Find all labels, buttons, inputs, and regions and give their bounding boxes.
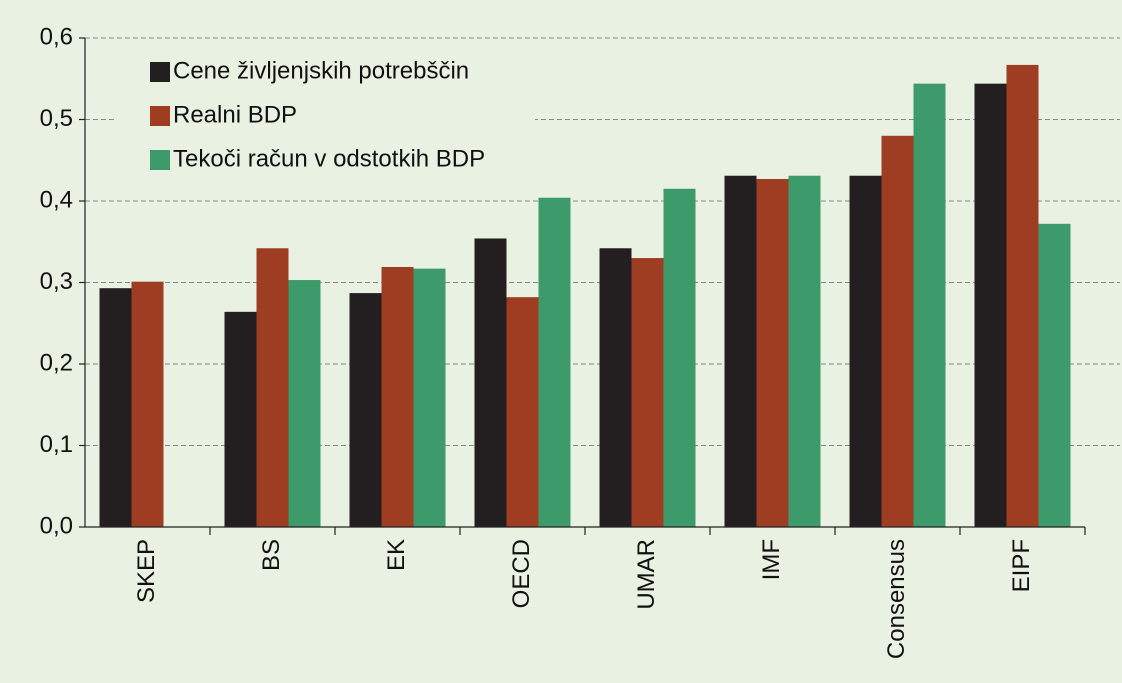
bar xyxy=(474,238,507,528)
y-tick-label: 0,0 xyxy=(40,512,73,539)
bar xyxy=(224,311,257,527)
bar xyxy=(1006,64,1039,528)
bar xyxy=(849,175,882,528)
bar xyxy=(538,197,571,528)
y-tick-label: 0,4 xyxy=(40,186,73,213)
x-tick-label: BS xyxy=(258,539,285,571)
bar xyxy=(631,258,664,527)
y-tick-label: 0,3 xyxy=(40,268,73,295)
bar xyxy=(131,281,164,527)
legend-swatch xyxy=(150,62,170,82)
x-tick-label: SKEP xyxy=(133,539,160,603)
bar xyxy=(99,288,132,527)
bar xyxy=(756,178,789,527)
legend-label: Realni BDP xyxy=(173,101,297,128)
bar xyxy=(974,83,1007,527)
x-tick-label: OECD xyxy=(508,539,535,608)
y-tick-label: 0,2 xyxy=(40,349,73,376)
bar xyxy=(724,175,757,528)
bar xyxy=(349,293,382,527)
x-tick-label: EIPF xyxy=(1008,539,1035,592)
bar xyxy=(788,175,821,528)
bar xyxy=(413,268,446,527)
y-tick-label: 0,6 xyxy=(40,23,73,50)
legend-label: Tekoči račun v odstotkih BDP xyxy=(173,145,485,172)
bar xyxy=(1038,223,1071,527)
bar xyxy=(381,267,414,527)
bar xyxy=(663,188,696,527)
bar xyxy=(506,297,539,527)
x-tick-label: UMAR xyxy=(633,539,660,610)
legend-box xyxy=(115,52,535,184)
legend-swatch xyxy=(150,150,170,170)
bar xyxy=(599,248,632,527)
y-tick-label: 0,1 xyxy=(40,431,73,458)
x-tick-label: EK xyxy=(383,539,410,571)
legend-swatch xyxy=(150,106,170,126)
bar xyxy=(881,135,914,528)
y-tick-label: 0,5 xyxy=(40,105,73,132)
legend-label: Cene življenjskih potrebščin xyxy=(173,57,469,84)
bar xyxy=(288,280,321,527)
x-tick-label: Consensus xyxy=(883,539,910,659)
bar xyxy=(913,83,946,527)
bar xyxy=(256,248,289,527)
x-tick-label: IMF xyxy=(758,539,785,580)
